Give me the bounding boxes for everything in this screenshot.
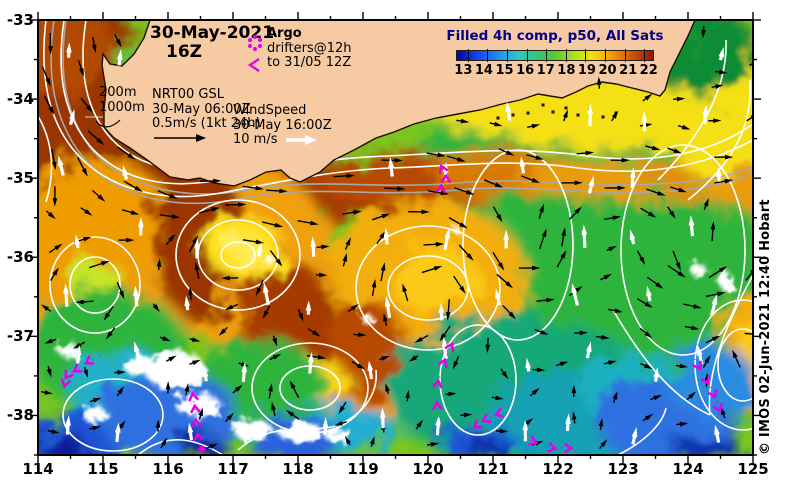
drifter-chevron-icon (247, 58, 260, 72)
current-legend: NRT00 GSL 30-May 06:00Z 0.5m/s (1kt 24h) (152, 87, 261, 144)
colorbar-tick-label: 13 (454, 63, 473, 78)
argo-flower-icon (247, 35, 262, 72)
y-tick-label: -34 (6, 90, 34, 109)
current-vectors (40, 25, 753, 450)
x-tick-label: 115 (87, 460, 119, 478)
wind-legend-line2: 30-May 16:00Z (233, 117, 332, 133)
y-tick-label: -38 (6, 406, 34, 425)
colorbar-tick-label: 17 (536, 63, 555, 78)
current-legend-line3: 0.5m/s (1kt 24h) (152, 116, 261, 132)
y-tick-label: -37 (6, 327, 34, 346)
current-legend-line1: NRT00 GSL (152, 87, 224, 102)
wind-legend: WindSpeed 30-May 16:00Z 10 m/s (233, 103, 332, 148)
current-scale-arrow-icon (154, 133, 206, 142)
colorbar-tick-label: 16 (516, 63, 535, 78)
colorbar-tick-label: 20 (598, 63, 617, 78)
wind-legend-line3: 10 m/s (233, 132, 278, 148)
colorbar-tick-label: 21 (619, 63, 638, 78)
colorbar-tick-label: 22 (639, 63, 658, 78)
credit-caption: © IMOS 02-Jun-2021 12:40 Hobart (758, 199, 773, 455)
wind-vectors (57, 42, 725, 445)
bathy-pointer-arrow (95, 119, 121, 128)
x-tick-label: 117 (217, 460, 249, 478)
colorbar-tick-label: 19 (577, 63, 596, 78)
x-tick-label: 116 (152, 460, 184, 478)
colorbar-title: Filled 4h comp, p50, All Sats (446, 28, 664, 44)
argo-float-marker (197, 444, 207, 454)
current-legend-line2: 30-May 06:00Z (152, 101, 251, 117)
x-tick-label: 114 (22, 460, 54, 478)
colorbar-ticks (457, 49, 653, 62)
axis-ticks (30, 12, 761, 463)
y-tick-label: -33 (6, 11, 34, 29)
x-tick-label: 123 (607, 460, 639, 478)
argo-legend-title: Argo (267, 26, 302, 41)
argo-legend-line1: drifters@12h (267, 40, 352, 56)
x-tick-label: 121 (477, 460, 509, 478)
colorbar-tick-label: 14 (474, 63, 493, 78)
argo-legend-line2: to 31/05 12Z (267, 55, 352, 71)
x-tick-label: 124 (672, 460, 704, 478)
plot-frame (37, 19, 754, 456)
bathy-200m-label: 200m (99, 85, 137, 100)
map-time-title: 16Z (166, 42, 202, 62)
map-date-title: 30-May-2021 (150, 23, 275, 43)
colorbar-tick-labels: 13 14 15 16 17 18 19 20 21 22 (452, 63, 658, 78)
x-tick-label: 119 (347, 460, 379, 478)
x-tick-label: 125 (737, 460, 769, 478)
x-tick-label: 120 (412, 460, 444, 478)
wind-legend-line1: WindSpeed (233, 103, 307, 118)
colorbar-legend: Filled 4h comp, p50, All Sats 13 14 15 16 17… (425, 28, 685, 78)
x-tick-label: 118 (282, 460, 314, 478)
bathymetry-legend: 200m 1000m (99, 85, 145, 115)
colorbar-tick-label: 15 (495, 63, 514, 78)
wind-scale-arrow-icon (285, 135, 317, 146)
colorbar-gradient (456, 49, 654, 62)
y-tick-label: -35 (6, 169, 34, 188)
colorbar-tick-label: 18 (557, 63, 576, 78)
argo-drifter-tracks (60, 163, 723, 454)
x-tick-label: 122 (542, 460, 574, 478)
bathy-1000m-label: 1000m (99, 99, 145, 115)
y-tick-label: -36 (6, 248, 34, 267)
